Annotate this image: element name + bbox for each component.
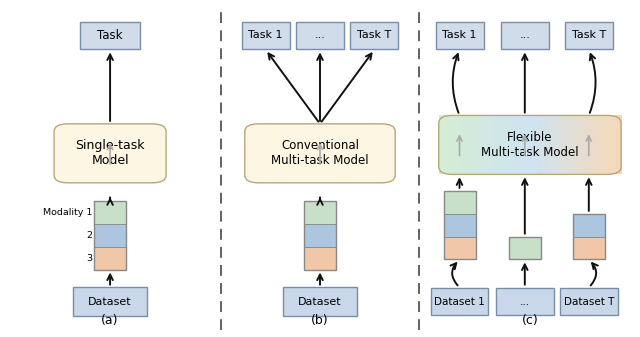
Text: ...: ... (315, 30, 325, 40)
FancyBboxPatch shape (245, 124, 395, 183)
FancyBboxPatch shape (560, 288, 618, 315)
FancyBboxPatch shape (573, 237, 605, 259)
FancyBboxPatch shape (500, 22, 548, 49)
FancyBboxPatch shape (496, 288, 554, 315)
FancyBboxPatch shape (351, 22, 398, 49)
Text: ...: ... (520, 297, 530, 307)
Text: Flexible
Multi-task Model: Flexible Multi-task Model (481, 131, 579, 159)
FancyBboxPatch shape (242, 22, 290, 49)
FancyBboxPatch shape (296, 22, 344, 49)
FancyBboxPatch shape (79, 22, 141, 49)
Text: Dataset 1: Dataset 1 (434, 297, 485, 307)
FancyBboxPatch shape (73, 287, 147, 316)
Text: Dataset: Dataset (88, 297, 132, 307)
Text: Task 1: Task 1 (248, 30, 283, 40)
FancyBboxPatch shape (54, 124, 166, 183)
Text: Conventional
Multi-task Model: Conventional Multi-task Model (271, 139, 369, 167)
Text: Dataset: Dataset (298, 297, 342, 307)
FancyBboxPatch shape (444, 191, 476, 214)
Text: Modality 1: Modality 1 (43, 208, 92, 217)
Text: Task: Task (97, 29, 123, 42)
Text: Task T: Task T (572, 30, 606, 40)
FancyBboxPatch shape (304, 247, 336, 270)
FancyBboxPatch shape (304, 224, 336, 247)
FancyBboxPatch shape (431, 288, 488, 315)
Text: 2: 2 (86, 231, 92, 240)
FancyBboxPatch shape (435, 22, 484, 49)
Text: Task 1: Task 1 (442, 30, 477, 40)
FancyBboxPatch shape (94, 247, 126, 270)
Text: (c): (c) (522, 314, 538, 327)
Text: (a): (a) (101, 314, 119, 327)
FancyBboxPatch shape (283, 287, 357, 316)
FancyBboxPatch shape (444, 237, 476, 259)
FancyBboxPatch shape (94, 201, 126, 224)
Text: ...: ... (520, 30, 530, 40)
FancyBboxPatch shape (509, 237, 541, 259)
FancyBboxPatch shape (565, 22, 613, 49)
Text: 3: 3 (86, 254, 92, 263)
FancyBboxPatch shape (94, 224, 126, 247)
Text: Dataset T: Dataset T (564, 297, 614, 307)
Text: Task T: Task T (357, 30, 392, 40)
FancyBboxPatch shape (444, 214, 476, 237)
FancyBboxPatch shape (573, 214, 605, 237)
FancyBboxPatch shape (304, 201, 336, 224)
Text: Single-task
Model: Single-task Model (76, 139, 145, 167)
Text: (b): (b) (311, 314, 329, 327)
